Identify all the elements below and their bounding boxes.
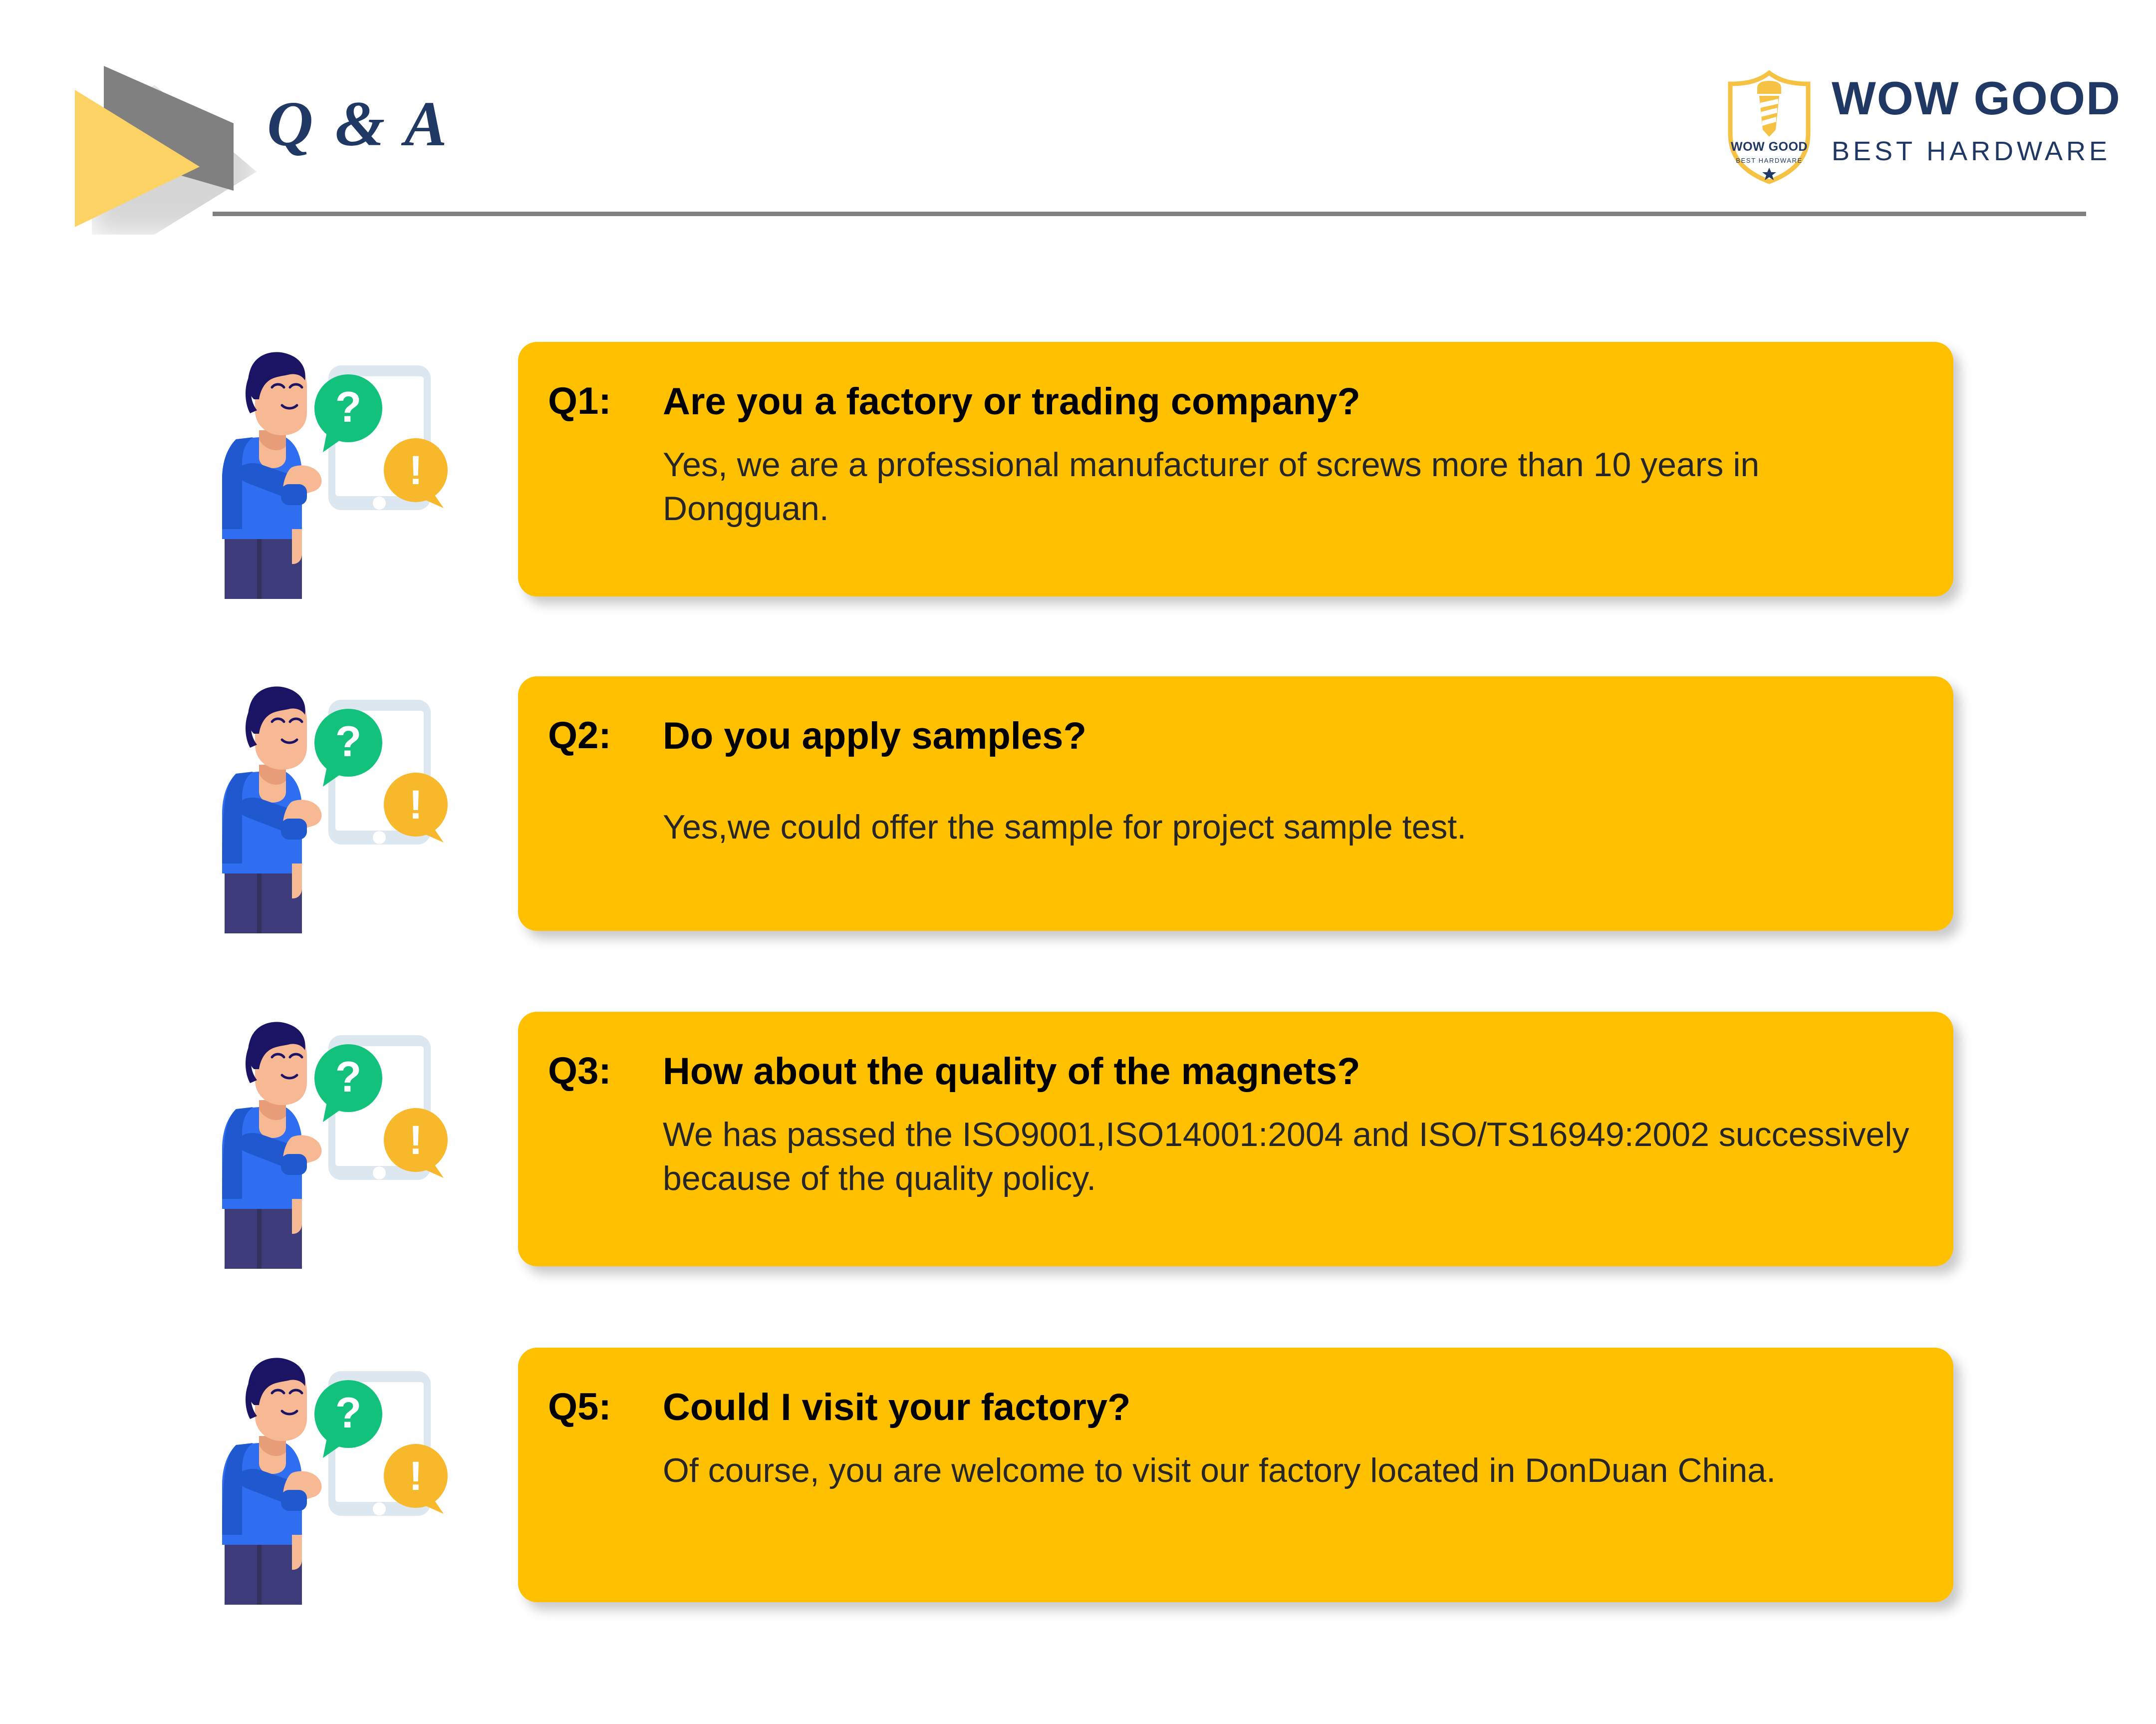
shield-tagline-text: BEST HARDWARE <box>1736 157 1802 164</box>
qa-question: Do you apply samples? <box>663 715 1086 757</box>
shield-name-text: WOW GOOD <box>1731 140 1808 154</box>
question-bubble-glyph: ? <box>335 383 362 431</box>
qa-answer: Yes,we could offer the sample for projec… <box>663 808 1467 846</box>
title-divider <box>213 212 2086 216</box>
logo-tagline-text: BEST HARDWARE <box>1832 136 2111 166</box>
question-bubble-glyph: ? <box>335 1389 362 1437</box>
person-with-tablet-illustration: ? ! <box>222 1022 448 1269</box>
qa-row: ? ! Q2: Do you apply samples? Yes,we cou… <box>0 676 2156 933</box>
logo-name-text: WOW GOOD <box>1832 72 2121 124</box>
qa-answer: We has passed the ISO9001,ISO14001:2004 … <box>663 1116 1909 1198</box>
alert-bubble-glyph: ! <box>409 1118 422 1163</box>
qa-card[interactable]: Q3: How about the quality of the magnets… <box>518 1012 1953 1266</box>
alert-bubble-glyph: ! <box>409 448 422 493</box>
alert-bubble-glyph: ! <box>409 782 422 828</box>
arrow-decoration <box>75 65 274 235</box>
page-title: Q & A <box>267 88 450 159</box>
logo-wordmark: WOW GOOD BEST HARDWARE <box>1832 72 2121 167</box>
qa-question: How about the quality of the magnets? <box>663 1050 1360 1093</box>
qa-label: Q3: <box>548 1050 611 1092</box>
person-with-tablet-illustration: ? ! <box>222 352 448 599</box>
qa-answer: Yes, we are a professional manufacturer … <box>663 446 1760 528</box>
qa-row: ? ! Q1: Are you a factory or trading com… <box>0 342 2156 599</box>
brand-logo: WOW GOOD BEST HARDWARE WOW GOOD BEST HAR… <box>1724 70 2120 190</box>
qa-question: Could I visit your factory? <box>663 1386 1131 1429</box>
star-icon <box>1762 168 1776 180</box>
question-bubble-glyph: ? <box>335 718 362 766</box>
qa-label: Q1: <box>548 380 611 422</box>
person-with-tablet-illustration: ? ! <box>222 1358 448 1605</box>
question-bubble-glyph: ? <box>335 1053 362 1101</box>
slide-header: Q & A WOW GOOD BEST HARDWARE WOW GOOD BE… <box>0 0 2156 250</box>
qa-label: Q2: <box>548 714 611 757</box>
qa-row: ? ! Q3: How about the quality of the mag… <box>0 1012 2156 1269</box>
person-with-tablet-illustration: ? ! <box>222 686 448 933</box>
alert-bubble-glyph: ! <box>409 1453 422 1499</box>
shield-logo-icon: WOW GOOD BEST HARDWARE <box>1728 70 1811 184</box>
qa-row: ? ! Q5: Could I visit your factory? Of c… <box>0 1348 2156 1605</box>
qa-card[interactable]: Q5: Could I visit your factory? Of cours… <box>518 1348 1953 1602</box>
qa-answer: Of course, you are welcome to visit our … <box>663 1451 1776 1489</box>
qa-card[interactable]: Q1: Are you a factory or trading company… <box>518 342 1953 596</box>
qa-question: Are you a factory or trading company? <box>663 380 1360 423</box>
qa-label: Q5: <box>548 1386 611 1428</box>
qa-card[interactable]: Q2: Do you apply samples? Yes,we could o… <box>518 676 1953 931</box>
